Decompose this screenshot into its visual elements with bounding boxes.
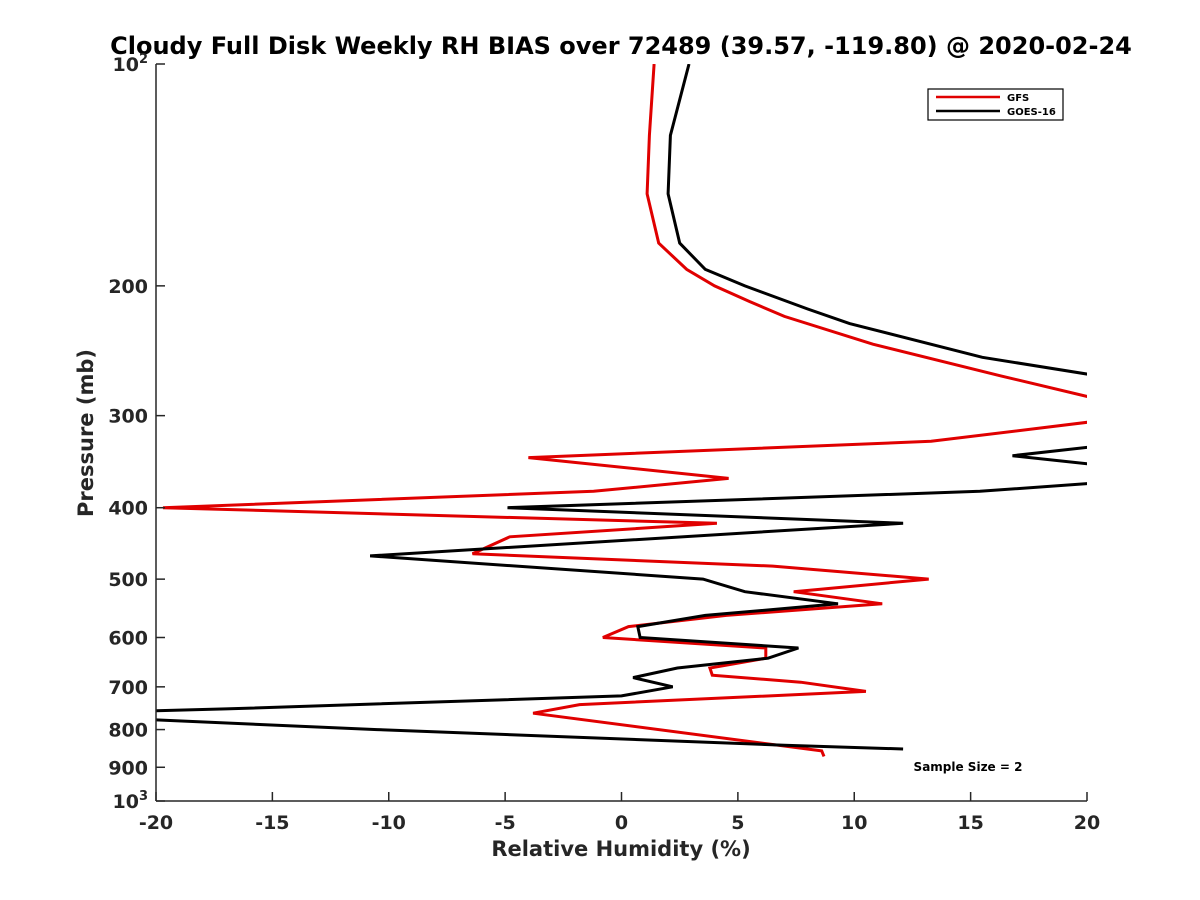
x-tick-label: -10 <box>372 812 406 834</box>
series-line-gfs <box>162 64 1087 757</box>
y-tick-base: 200 <box>108 276 148 298</box>
y-tick-label: 300 <box>108 406 148 428</box>
y-tick-label: 500 <box>108 569 148 591</box>
x-tick-group: -20 -15 -10 -5 0 5 10 15 20 <box>139 792 1100 834</box>
legend-label: GOES-16 <box>1007 107 1056 118</box>
chart-title: Cloudy Full Disk Weekly RH BIAS over 724… <box>110 32 1132 60</box>
x-tick-label: 20 <box>1074 812 1100 834</box>
x-axis-label: Relative Humidity (%) <box>491 837 750 861</box>
legend: GFS GOES-16 <box>927 88 1064 121</box>
y-tick-label: 900 <box>108 757 148 779</box>
y-tick-exponent: 3 <box>139 789 148 804</box>
y-tick-base: 800 <box>108 720 148 742</box>
y-tick-exponent: 2 <box>139 52 148 67</box>
x-tick-label: 10 <box>841 812 867 834</box>
legend-label: GFS <box>1007 93 1029 104</box>
x-tick-label: 0 <box>615 812 628 834</box>
y-tick-label: 102 <box>113 52 149 76</box>
x-tick-label: -20 <box>139 812 173 834</box>
y-tick-label: 400 <box>108 498 148 520</box>
y-tick-base: 10 <box>113 791 139 813</box>
y-tick-label: 200 <box>108 276 148 298</box>
y-tick-label: 800 <box>108 720 148 742</box>
x-tick-label: -15 <box>255 812 289 834</box>
legend-box <box>927 88 1064 121</box>
series-line-goes-16 <box>156 64 1087 751</box>
y-tick-base: 900 <box>108 757 148 779</box>
y-tick-label: 103 <box>113 789 149 813</box>
y-tick-base: 10 <box>113 54 139 76</box>
y-tick-base: 700 <box>108 677 148 699</box>
x-tick-label: 15 <box>957 812 983 834</box>
sample-size-annotation: Sample Size = 2 <box>914 760 1023 774</box>
x-tick-label: 5 <box>731 812 744 834</box>
y-tick-base: 300 <box>108 406 148 428</box>
y-tick-base: 500 <box>108 569 148 591</box>
x-tick-label: -5 <box>495 812 516 834</box>
y-tick-base: 400 <box>108 498 148 520</box>
series-group <box>156 64 1087 757</box>
y-tick-label: 600 <box>108 627 148 649</box>
y-axis-label: Pressure (mb) <box>74 349 98 517</box>
y-tick-base: 600 <box>108 627 148 649</box>
y-tick-label: 700 <box>108 677 148 699</box>
